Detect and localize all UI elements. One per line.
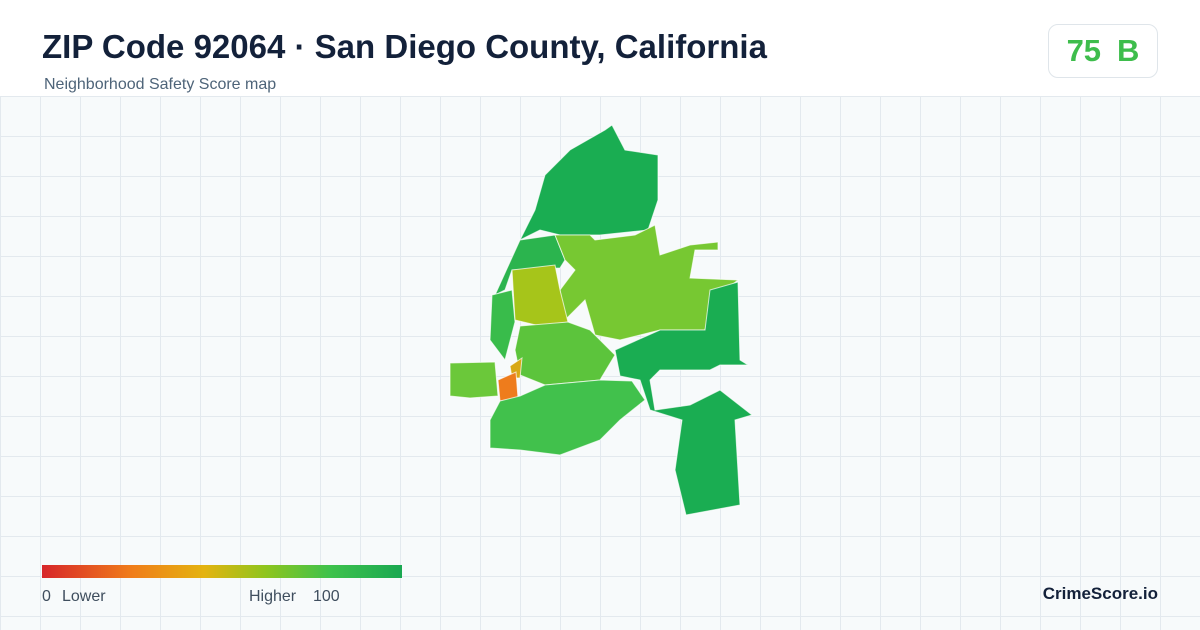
subtitle: Neighborhood Safety Score map: [44, 76, 277, 93]
legend-min: 0: [42, 588, 51, 605]
region: [518, 124, 659, 242]
title: ZIP Code 92064 · San Diego County, Calif…: [42, 28, 767, 65]
region: [449, 361, 499, 399]
legend-max-label: Higher: [249, 588, 297, 605]
region: [489, 379, 646, 456]
region: [511, 264, 569, 327]
legend-min-label: Lower: [62, 588, 106, 605]
region: [614, 281, 754, 516]
region: [497, 371, 519, 402]
score-grade: B: [1117, 33, 1140, 68]
score-badge: 75 B: [1048, 24, 1158, 78]
legend-max: 100: [313, 588, 340, 605]
legend-gradient: [42, 565, 402, 578]
score-value: 75: [1066, 33, 1102, 68]
brand: CrimeScore.io: [1042, 584, 1158, 603]
region: [489, 289, 516, 362]
header: ZIP Code 92064 · San Diego County, Calif…: [0, 0, 1200, 96]
